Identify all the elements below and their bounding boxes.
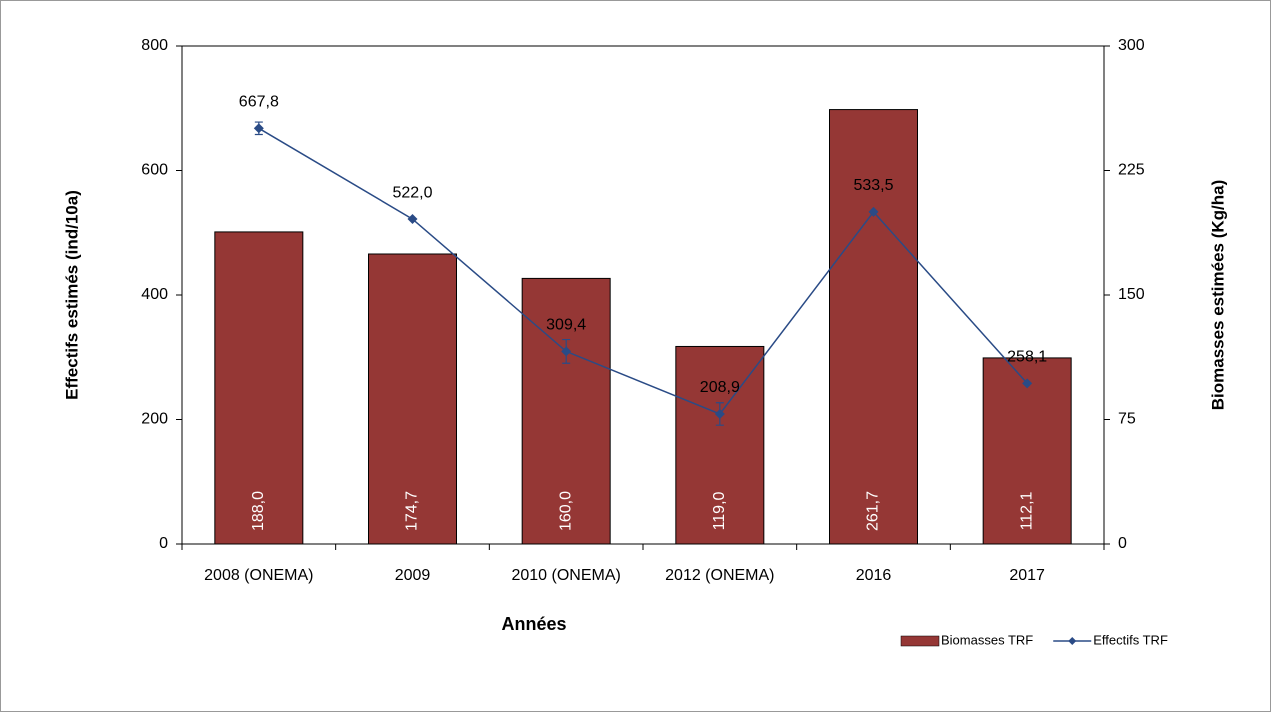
bar — [521, 277, 611, 545]
bar-value-label: 174,7 — [404, 491, 421, 531]
line-marker — [253, 123, 264, 134]
line-marker — [714, 408, 725, 419]
x-tick-label: 2016 — [856, 567, 892, 584]
y-tick-label: 400 — [141, 286, 168, 303]
line-marker — [407, 214, 418, 225]
x-tick-label: 2008 (ONEMA) — [204, 567, 313, 584]
x-tick-label: 2012 (ONEMA) — [665, 567, 774, 584]
y2-tick-label: 225 — [1118, 162, 1145, 179]
line-value-label: 309,4 — [546, 317, 586, 334]
line-value-label: 533,5 — [853, 177, 893, 194]
y-axis-title: Effectifs estimés (ind/10a) — [62, 190, 81, 400]
y-tick-label: 0 — [159, 535, 168, 552]
x-tick-label: 2009 — [395, 567, 431, 584]
line — [258, 127, 1028, 415]
y2-tick-label: 150 — [1118, 286, 1145, 303]
y2-tick-label: 75 — [1118, 411, 1136, 428]
bar-value-label: 119,0 — [711, 491, 728, 530]
legend-marker — [1068, 637, 1077, 645]
legend-swatch — [900, 635, 940, 647]
x-axis-title: Années — [501, 614, 566, 634]
bar — [982, 357, 1072, 545]
line-marker — [868, 206, 879, 217]
y-tick-label: 600 — [141, 162, 168, 179]
line-value-label: 208,9 — [700, 379, 740, 396]
line-marker — [561, 346, 572, 357]
x-tick-label: 2017 — [1009, 567, 1045, 584]
bar — [829, 109, 918, 545]
bar — [675, 345, 765, 545]
y-tick-label: 200 — [141, 411, 168, 428]
legend-label: Biomasses TRF — [941, 632, 1033, 647]
bar — [368, 253, 457, 545]
bar-value-label: 261,7 — [865, 491, 882, 531]
bar-value-label: 160,0 — [557, 491, 574, 531]
y2-tick-label: 300 — [1118, 37, 1145, 54]
line-value-label: 522,0 — [392, 184, 432, 201]
line-value-label: 258,1 — [1007, 349, 1047, 366]
y2-axis-title: Biomasses estimées (Kg/ha) — [1208, 180, 1227, 411]
y2-tick-label: 0 — [1118, 535, 1127, 552]
bar-value-label: 188,0 — [250, 491, 267, 531]
y-tick-label: 800 — [141, 37, 168, 54]
line-value-label: 667,8 — [239, 94, 279, 111]
legend-label: Effectifs TRF — [1093, 632, 1168, 647]
bar — [214, 231, 304, 545]
x-tick-label: 2010 (ONEMA) — [511, 567, 620, 584]
bar-value-label: 112,1 — [1018, 491, 1035, 530]
